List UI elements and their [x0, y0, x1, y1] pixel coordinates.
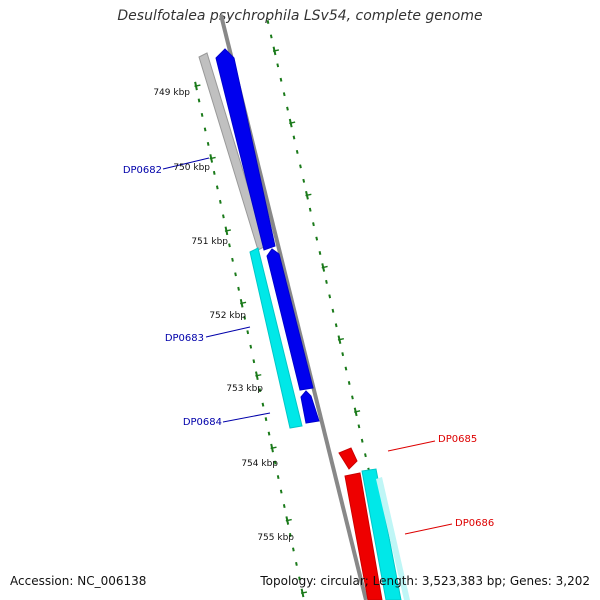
inner-scale-track-minor-tick — [261, 402, 265, 407]
label-connector-dp0683 — [205, 326, 251, 338]
inner-scale-track-minor-tick — [246, 330, 250, 335]
outer-scale-track-minor-tick — [315, 236, 319, 241]
genome-title: Desulfotalea psychrophila LSv54, complet… — [117, 8, 483, 24]
gene-label-dp0682[interactable]: DP0682 — [123, 165, 162, 176]
outer-scale-track-minor-tick — [341, 352, 345, 357]
inner-scale-track-minor-tick — [252, 359, 256, 364]
outer-scale-track-minor-tick — [328, 294, 332, 299]
outer-scale-track-minor-tick — [279, 77, 283, 82]
gene-block-forward-cyan-1 — [249, 247, 303, 429]
label-connector-dp0684 — [222, 412, 271, 423]
outer-scale-track-minor-tick — [351, 395, 354, 400]
outer-scale-track-minor-tick — [334, 323, 338, 328]
inner-scale-track-tick-mark — [240, 301, 247, 305]
inner-scale-track-minor-tick — [264, 417, 268, 422]
gene-label-dp0686[interactable]: DP0686 — [455, 518, 494, 529]
gene-label-dp0685[interactable]: DP0685 — [438, 434, 477, 445]
inner-scale-track-minor-tick — [243, 315, 247, 320]
inner-scale-track-tick-mark — [270, 446, 277, 450]
outer-scale-track-minor-tick — [282, 92, 286, 97]
scale-label-754: 754 kbp — [241, 459, 278, 469]
outer-scale-track-minor-tick — [299, 164, 302, 169]
inner-scale-track-tick-mark — [194, 84, 201, 87]
accession-text: Accession: NC_006138 — [10, 574, 147, 588]
outer-scale-track-minor-tick — [266, 20, 270, 24]
scale-label-752: 752 kbp — [209, 311, 246, 321]
outer-scale-track-minor-tick — [308, 207, 312, 212]
outer-scale-track-tick-mark — [305, 193, 312, 197]
label-connector-dp0685 — [387, 440, 436, 452]
inner-scale-track-minor-tick — [237, 286, 240, 291]
outer-scale-track-tick-mark — [354, 410, 361, 413]
inner-scale-track-tick-mark — [285, 518, 292, 522]
inner-scale-track-minor-tick — [197, 98, 201, 103]
inner-scale-track-tick-mark — [300, 591, 308, 594]
inner-scale-track-minor-tick — [231, 257, 234, 262]
inner-scale-track-minor-tick — [292, 547, 295, 552]
cds-arrow-forward-2 — [266, 248, 314, 391]
inner-scale-track-minor-tick — [295, 561, 298, 566]
scale-label-753: 753 kbp — [226, 384, 263, 394]
inner-scale-track-tick-mark — [255, 374, 262, 377]
inner-scale-track-minor-tick — [273, 460, 277, 465]
outer-scale-track-minor-tick — [292, 135, 296, 140]
outer-scale-track-minor-tick — [318, 251, 322, 255]
inner-scale-track-minor-tick — [219, 199, 222, 204]
outer-scale-track-tick-mark — [321, 265, 328, 269]
inner-scale-track-minor-tick — [267, 431, 271, 436]
gene-block-reverse-cyan — [361, 468, 402, 600]
label-connector-dp0686 — [404, 523, 453, 535]
inner-scale-track-minor-tick — [203, 127, 207, 132]
outer-scale-track-minor-tick — [312, 222, 315, 227]
cds-arrow-reverse-2 — [344, 472, 383, 600]
scale-label-750: 750 kbp — [173, 163, 210, 173]
outer-scale-track-minor-tick — [286, 106, 289, 111]
outer-scale-track-minor-tick — [364, 453, 367, 458]
outer-scale-track-minor-tick — [295, 149, 299, 154]
outer-scale-track-minor-tick — [347, 381, 351, 385]
scale-label-749: 749 kbp — [153, 88, 190, 98]
inner-scale-track-minor-tick — [234, 272, 237, 277]
outer-scale-track-minor-tick — [331, 308, 335, 313]
gene-block-reverse-light — [376, 477, 410, 600]
inner-scale-track-tick-mark — [224, 229, 231, 232]
gene-label-dp0684[interactable]: DP0684 — [183, 417, 222, 428]
inner-scale-track-tick-mark — [209, 156, 216, 160]
gene-label-dp0683[interactable]: DP0683 — [165, 333, 204, 344]
outer-scale-track-tick-mark — [272, 49, 280, 52]
inner-scale-track-minor-tick — [222, 214, 225, 219]
inner-scale-track-minor-tick — [258, 388, 262, 393]
inner-scale-track-minor-tick — [288, 533, 292, 537]
scale-label-751: 751 kbp — [191, 237, 228, 247]
inner-scale-track-minor-tick — [249, 344, 253, 349]
outer-scale-track-minor-tick — [276, 63, 280, 68]
label-connector-dp0682 — [162, 157, 210, 170]
scale-label-755: 755 kbp — [257, 533, 294, 543]
outer-scale-track-minor-tick — [269, 34, 273, 39]
inner-scale-track-minor-tick — [215, 185, 219, 190]
cds-arrow-forward-3 — [300, 390, 320, 424]
inner-scale-track-minor-tick — [228, 243, 231, 248]
outer-scale-track-minor-tick — [360, 438, 364, 443]
inner-scale-track-minor-tick — [206, 141, 210, 146]
inner-scale-track-minor-tick — [212, 170, 216, 175]
outer-scale-track-minor-tick — [325, 279, 328, 284]
outer-scale-track-minor-tick — [302, 178, 306, 183]
outer-scale-track-minor-tick — [344, 366, 348, 371]
inner-scale-track-minor-tick — [276, 475, 280, 480]
inner-scale-track-minor-tick — [282, 504, 286, 508]
genome-summary-text: Topology: circular; Length: 3,523,383 bp… — [260, 574, 590, 588]
inner-scale-track-minor-tick — [200, 113, 204, 117]
outer-scale-track-minor-tick — [357, 424, 361, 429]
inner-scale-track-minor-tick — [279, 489, 283, 494]
cds-arrow-reverse-1 — [338, 447, 358, 470]
cds-arrow-forward-1 — [215, 48, 276, 251]
outer-scale-track-tick-mark — [337, 337, 344, 341]
inner-scale-track-minor-tick — [298, 576, 301, 581]
outer-scale-track-tick-mark — [289, 121, 296, 125]
